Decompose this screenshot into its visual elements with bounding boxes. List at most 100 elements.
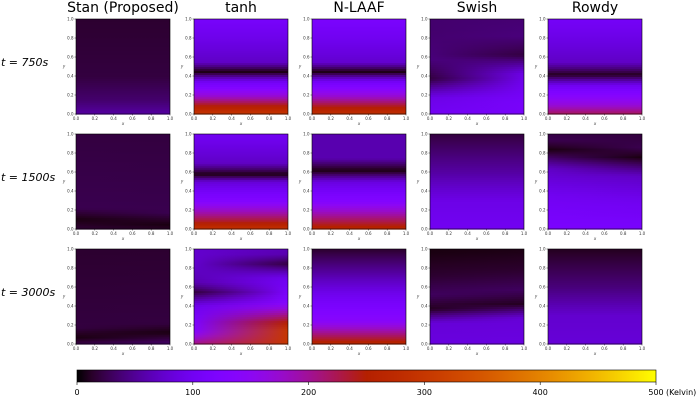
- heatmap-strip: [194, 165, 288, 169]
- heatmap-strip: [430, 98, 524, 101]
- column-title: Stan (Proposed): [67, 0, 179, 16]
- heatmap-strip: [76, 302, 170, 306]
- heatmap-strip: [76, 153, 170, 157]
- heatmap-strip: [194, 211, 288, 214]
- heatmap-strip: [76, 252, 170, 256]
- heatmap-strip: [548, 221, 642, 224]
- x-tick-label: 0.8: [384, 231, 391, 236]
- heatmap-strip: [312, 318, 406, 321]
- y-tick-label: 0.4: [67, 303, 74, 308]
- heatmap-strip: [312, 336, 406, 339]
- heatmap-strip: [430, 94, 524, 97]
- heatmap-strip: [312, 308, 406, 311]
- heatmap-panel: 0.00.0 0.2 0.2 0.4 0.4 0.6 0.6 0.8 0.8 1.0 1.0 x y: [416, 246, 528, 356]
- x-axis-label: x: [121, 236, 125, 241]
- heatmap-strip: [194, 92, 288, 95]
- y-tick-label: 0.2: [539, 92, 546, 97]
- heatmap-strip: [548, 177, 642, 181]
- heatmap-strip: [430, 68, 524, 72]
- y-tick-label: 0.8: [421, 35, 428, 40]
- heatmap-strip: [548, 30, 642, 34]
- y-tick-label: 0.2: [67, 92, 74, 97]
- heatmap-strip: [430, 56, 524, 60]
- x-tick-label: 0.6: [247, 346, 254, 351]
- heatmap-strip: [430, 165, 524, 169]
- y-axis-label: y: [62, 179, 66, 184]
- heatmap-strip: [312, 139, 406, 143]
- heatmap-strip: [548, 32, 642, 36]
- heatmap-strip: [312, 66, 406, 70]
- heatmap-strip: [430, 302, 524, 306]
- heatmap-strip: [548, 197, 642, 200]
- panel-frame: [429, 18, 525, 115]
- heatmap-strip: [194, 155, 288, 159]
- heatmap-strip: [76, 90, 170, 93]
- y-tick-label: 0.4: [185, 303, 192, 308]
- heatmap-strip: [430, 300, 524, 304]
- heatmap-strip: [548, 175, 642, 179]
- heatmap-strip: [312, 56, 406, 60]
- column-title: Rowdy: [572, 0, 618, 16]
- heatmap-panel: 0.00.0 0.2 0.2 0.4 0.4 0.6 0.6 0.8 0.8 1.0 1.0 x y: [180, 246, 292, 356]
- y-tick-label: 0.6: [67, 284, 74, 289]
- heatmap-strip: [312, 82, 406, 85]
- heatmap-strip: [194, 272, 288, 276]
- heatmap-strip: [76, 264, 170, 268]
- x-tick-label: 0.0: [545, 346, 552, 351]
- heatmap-strip: [430, 28, 524, 32]
- x-tick-label: 0.2: [210, 116, 217, 121]
- heatmap-strip: [194, 84, 288, 87]
- x-tick-label: 0.0: [309, 346, 316, 351]
- heatmap-strip: [76, 82, 170, 85]
- y-tick-label: 0.2: [67, 322, 74, 327]
- heatmap-strip: [194, 306, 288, 309]
- heatmap-strip: [548, 143, 642, 147]
- heatmap-strip: [430, 286, 524, 290]
- heatmap-strip: [312, 278, 406, 282]
- heatmap-strip: [194, 34, 288, 38]
- heatmap-strip: [312, 143, 406, 147]
- heatmap-strip: [194, 292, 288, 296]
- heatmap-strip: [430, 201, 524, 204]
- heatmap-strip: [312, 32, 406, 36]
- y-tick-label: 0.2: [303, 207, 310, 212]
- y-tick-label: 0.2: [185, 322, 192, 327]
- heatmap-strip: [430, 282, 524, 286]
- heatmap-strip: [312, 96, 406, 99]
- heatmap-strip: [76, 258, 170, 262]
- column-title: Swish: [457, 0, 497, 16]
- y-tick-label: 0.6: [67, 54, 74, 59]
- x-tick-label: 0.0: [191, 346, 198, 351]
- heatmap-strip: [430, 308, 524, 311]
- heatmap-strip: [430, 108, 524, 111]
- heatmap-strip: [548, 300, 642, 304]
- row-label: t = 750s: [1, 56, 49, 69]
- heatmap-strip: [548, 163, 642, 167]
- heatmap-strip: [76, 159, 170, 163]
- heatmap-strip: [76, 249, 170, 252]
- heatmap-strip: [194, 108, 288, 111]
- heatmap-strip: [548, 20, 642, 24]
- y-tick-label: 0.6: [185, 54, 192, 59]
- heatmap-strip: [312, 187, 406, 191]
- y-axis-label: y: [180, 64, 184, 69]
- heatmap-strip: [194, 280, 288, 284]
- heatmap-strip: [76, 96, 170, 99]
- x-tick-label: 0.0: [545, 116, 552, 121]
- heatmap-panel: 0.00.0 0.2 0.2 0.4 0.4 0.6 0.6 0.8 0.8 1.0 1.0 x y: [298, 131, 410, 241]
- heatmap-strip: [430, 171, 524, 175]
- heatmap-strip: [548, 44, 642, 48]
- y-tick-label: 0.2: [421, 92, 428, 97]
- heatmap-strip: [312, 137, 406, 141]
- x-tick-label: 0.2: [564, 116, 571, 121]
- heatmap-strip: [76, 219, 170, 222]
- heatmap-strip: [76, 177, 170, 181]
- heatmap-strip: [430, 20, 524, 24]
- heatmap-strip: [76, 330, 170, 333]
- x-tick-label: 0.6: [601, 231, 608, 236]
- heatmap-strip: [76, 312, 170, 315]
- heatmap-strip: [312, 294, 406, 298]
- heatmap-strip: [548, 64, 642, 68]
- heatmap-strip: [194, 175, 288, 179]
- heatmap-strip: [430, 310, 524, 313]
